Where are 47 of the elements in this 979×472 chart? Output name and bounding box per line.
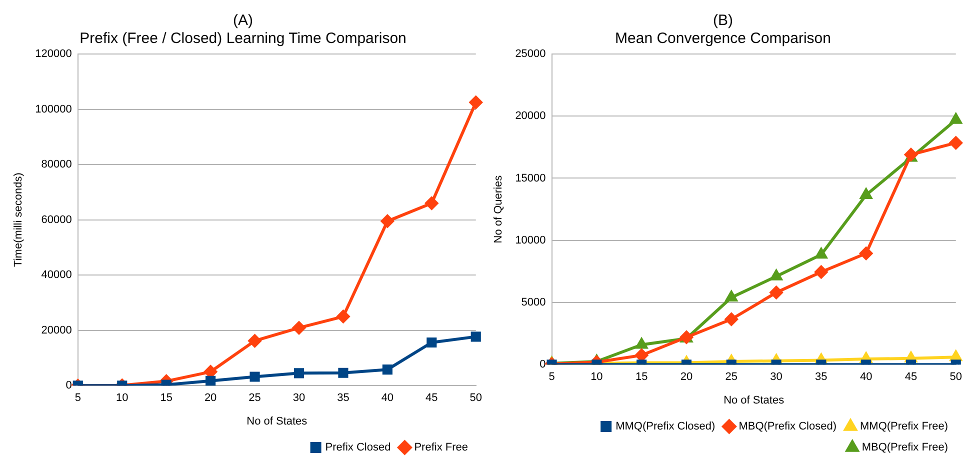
x-tick-label: 15 [635, 371, 648, 384]
y-tick-label: 0 [66, 380, 72, 392]
x-tick-label: 30 [292, 392, 306, 404]
x-tick-label: 40 [860, 371, 872, 384]
legend-label: Prefix Closed [325, 442, 391, 454]
x-tick-label: 35 [815, 371, 828, 384]
y-tick-label: 20000 [41, 324, 72, 336]
chart-subtitle: Mean Convergence Comparison [615, 30, 831, 48]
x-tick-label: 5 [548, 371, 555, 384]
y-tick-label: 25000 [515, 48, 546, 60]
x-tick-label: 30 [770, 371, 782, 384]
y-axis-title: Time(milli seconds) [12, 172, 25, 267]
x-tick-label: 20 [204, 392, 217, 404]
legend-label: MBQ(Prefix Free) [862, 442, 948, 454]
y-tick-label: 100000 [35, 103, 72, 116]
y-tick-label: 10000 [515, 234, 546, 246]
x-tick-label: 35 [337, 392, 350, 404]
chart-subtitle: Prefix (Free / Closed) Learning Time Comparison [80, 30, 406, 48]
legend-label: MMQ(Prefix Closed) [616, 420, 716, 433]
x-tick-label: 20 [680, 371, 693, 384]
x-axis-title: No of States [724, 394, 785, 406]
x-tick-label: 45 [904, 371, 918, 384]
x-tick-label: 10 [116, 392, 128, 404]
x-tick-label: 40 [381, 392, 394, 404]
y-tick-label: 20000 [515, 110, 546, 122]
x-axis-title: No of States [246, 415, 308, 428]
x-tick-label: 10 [590, 371, 603, 384]
x-tick-label: 15 [160, 392, 172, 404]
legend-label: Prefix Free [414, 442, 468, 454]
x-tick-label: 50 [470, 392, 482, 404]
legend-label: MMQ(Prefix Free) [860, 420, 948, 433]
x-tick-label: 5 [74, 392, 81, 404]
y-tick-label: 40000 [41, 269, 72, 282]
y-tick-label: 80000 [41, 158, 72, 171]
y-tick-label: 5000 [521, 296, 546, 309]
x-tick-label: 45 [426, 392, 438, 404]
x-tick-label: 25 [248, 392, 261, 404]
x-tick-label: 25 [725, 371, 738, 384]
y-axis-title: No of Queries [492, 174, 505, 244]
chart-title: (A) [233, 12, 253, 30]
y-tick-label: 120000 [35, 48, 72, 60]
y-tick-label: 15000 [515, 172, 546, 184]
y-tick-label: 60000 [41, 214, 72, 226]
x-tick-label: 50 [950, 371, 962, 384]
legend-label: MBQ(Prefix Closed) [738, 420, 836, 433]
chart-title: (B) [713, 12, 733, 30]
y-tick-label: 0 [540, 358, 546, 371]
